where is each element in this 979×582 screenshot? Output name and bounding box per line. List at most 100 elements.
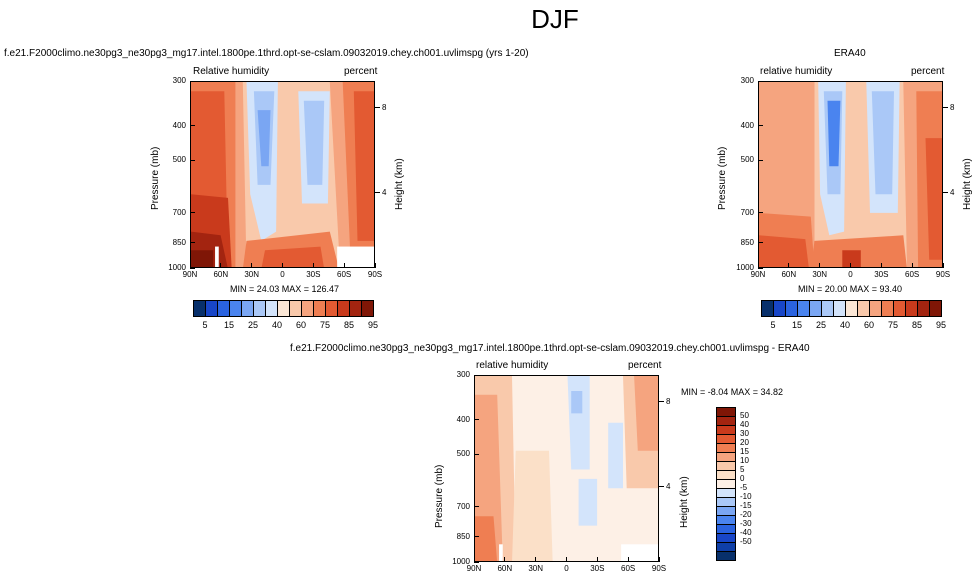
- diff-colorbar-label: 0: [740, 474, 745, 483]
- obs-y-tick-mark: [758, 267, 763, 269]
- model-height-tick-mark: [375, 192, 380, 194]
- model-height-tick-label: 8: [382, 102, 387, 112]
- model-y-tick-mark: [190, 125, 195, 127]
- diff-x-tick-mark: [504, 557, 506, 562]
- model-x-tick-label: 30N: [244, 270, 259, 279]
- diff-height-tick-label: 8: [666, 396, 671, 406]
- model-colorbar-label: 95: [367, 320, 378, 330]
- model-y-tick-mark: [190, 242, 195, 244]
- diff-ylabel: Pressure (mb): [434, 464, 445, 528]
- diff-x-tick-label: 60N: [497, 564, 513, 573]
- diff-colorbar-label: 40: [740, 420, 749, 429]
- model-colorbar-label: 60: [295, 320, 306, 330]
- model-x-tick-mark: [220, 263, 222, 268]
- diff-contour-region: [512, 450, 553, 561]
- model-x-tick-label: 60S: [337, 270, 352, 279]
- diff-y-tick-mark: [474, 506, 479, 508]
- diff-subtitle: f.e21.F2000climo.ne30pg3_ne30pg3_mg17.in…: [290, 343, 810, 354]
- obs-x-tick-mark: [850, 263, 851, 268]
- obs-y-tick-mark: [758, 242, 763, 244]
- model-ylabel-right: Height (km): [394, 158, 405, 210]
- obs-y-tick-label: 700: [740, 207, 754, 217]
- model-x-tick-mark: [282, 263, 283, 268]
- obs-y-tick-label: 300: [740, 76, 754, 85]
- diff-x-tick-mark: [596, 557, 598, 562]
- model-y-tick-label: 1000: [168, 263, 186, 272]
- diff-x-tick-label: 0: [564, 564, 569, 573]
- model-height-tick-mark: [375, 107, 380, 109]
- model-colorbar-label: 75: [319, 320, 330, 330]
- model-left-label: Relative humidity: [193, 66, 270, 77]
- diff-colorbar-cell: [716, 551, 736, 561]
- diff-colorbar-label: -20: [740, 510, 752, 519]
- model-minmax: MIN = 24.03 MAX = 126.47: [230, 284, 340, 294]
- diff-colorbar-label: 20: [740, 438, 749, 447]
- obs-height-tick-mark: [943, 192, 948, 194]
- obs-colorbar-cell: [929, 300, 942, 317]
- diff-missing-data: [621, 544, 658, 561]
- model-y-tick-label: 400: [172, 120, 186, 130]
- diff-colorbar-label: 50: [740, 411, 749, 420]
- model-missing-data: [337, 246, 374, 267]
- model-x-tick-mark: [374, 263, 376, 268]
- model-y-tick-label: 300: [172, 76, 186, 85]
- diff-y-tick-label: 400: [456, 414, 470, 424]
- obs-x-tick-mark: [880, 263, 882, 268]
- diff-right-label: percent: [628, 360, 662, 371]
- diff-colorbar-label: 15: [740, 447, 749, 456]
- diff-contour-region: [567, 376, 590, 470]
- obs-y-tick-mark: [758, 212, 763, 214]
- obs-contour-region: [827, 100, 841, 167]
- obs-x-tick-mark: [942, 263, 944, 268]
- model-colorbar: 5 15 25 40 60 75 85 95: [193, 300, 378, 330]
- obs-y-tick-mark: [758, 159, 763, 161]
- diff-y-tick-mark: [474, 536, 479, 538]
- diff-x-tick-label: 30S: [590, 564, 605, 573]
- diff-left-label: relative humidity: [476, 360, 549, 371]
- diff-height-tick-mark: [659, 401, 664, 403]
- diff-colorbar: 50 40 30 20 15 10 5 0 -5 -10 -15 -20 -30 -40 -50: [716, 407, 776, 561]
- obs-y-tick-label: 400: [740, 120, 754, 130]
- model-y-tick-label: 500: [172, 155, 186, 165]
- diff-contour-region: [578, 478, 598, 526]
- model-x-tick-mark: [251, 263, 253, 268]
- page-title: DJF: [531, 4, 579, 34]
- diff-height-tick-mark: [659, 486, 664, 488]
- diff-colorbar-label: 10: [740, 456, 749, 465]
- obs-ylabel: Pressure (mb): [717, 146, 728, 210]
- obs-contour-region: [759, 235, 809, 267]
- diff-x-tick-mark: [535, 557, 537, 562]
- diff-colorbar-label: -40: [740, 528, 752, 537]
- diff-colorbar-label: -5: [740, 483, 748, 492]
- model-contour-region: [303, 100, 325, 185]
- model-x-tick-mark: [312, 263, 314, 268]
- model-colorbar-label: 25: [247, 320, 258, 330]
- obs-x-tick-label: 30N: [812, 270, 827, 279]
- obs-x-tick-label: 30S: [874, 270, 889, 279]
- model-height-tick-label: 4: [382, 187, 387, 197]
- diff-x-tick-mark: [473, 557, 475, 562]
- obs-x-tick-mark: [911, 263, 913, 268]
- obs-panel: 90N 60N 30N 0 30S 60S 90S 300 400 500 700 850 1000 8 4: [736, 76, 954, 279]
- obs-subtitle: ERA40: [834, 48, 866, 59]
- model-colorbar-label: 15: [223, 320, 234, 330]
- model-contour-region: [261, 246, 324, 267]
- obs-colorbar-label: 5: [770, 320, 776, 330]
- obs-colorbar-label: 40: [839, 320, 850, 330]
- diff-contour-region: [571, 391, 583, 414]
- diff-x-tick-label: 30N: [528, 564, 543, 573]
- diff-y-tick-mark: [474, 453, 479, 455]
- obs-x-tick-label: 90N: [750, 270, 766, 279]
- model-contour-region: [191, 250, 214, 267]
- model-colorbar-cell: [361, 300, 374, 317]
- obs-contour-field: [759, 82, 942, 267]
- model-x-tick-label: 90S: [367, 270, 383, 279]
- obs-height-tick-mark: [943, 107, 948, 109]
- diff-x-tick-mark: [658, 557, 660, 562]
- diff-colorbar-label: 30: [740, 429, 749, 438]
- obs-right-label: percent: [911, 66, 945, 77]
- obs-colorbar-label: 95: [935, 320, 946, 330]
- model-ylabel: Pressure (mb): [150, 146, 161, 210]
- model-y-tick-label: 850: [172, 237, 186, 247]
- model-contour-region: [257, 110, 271, 167]
